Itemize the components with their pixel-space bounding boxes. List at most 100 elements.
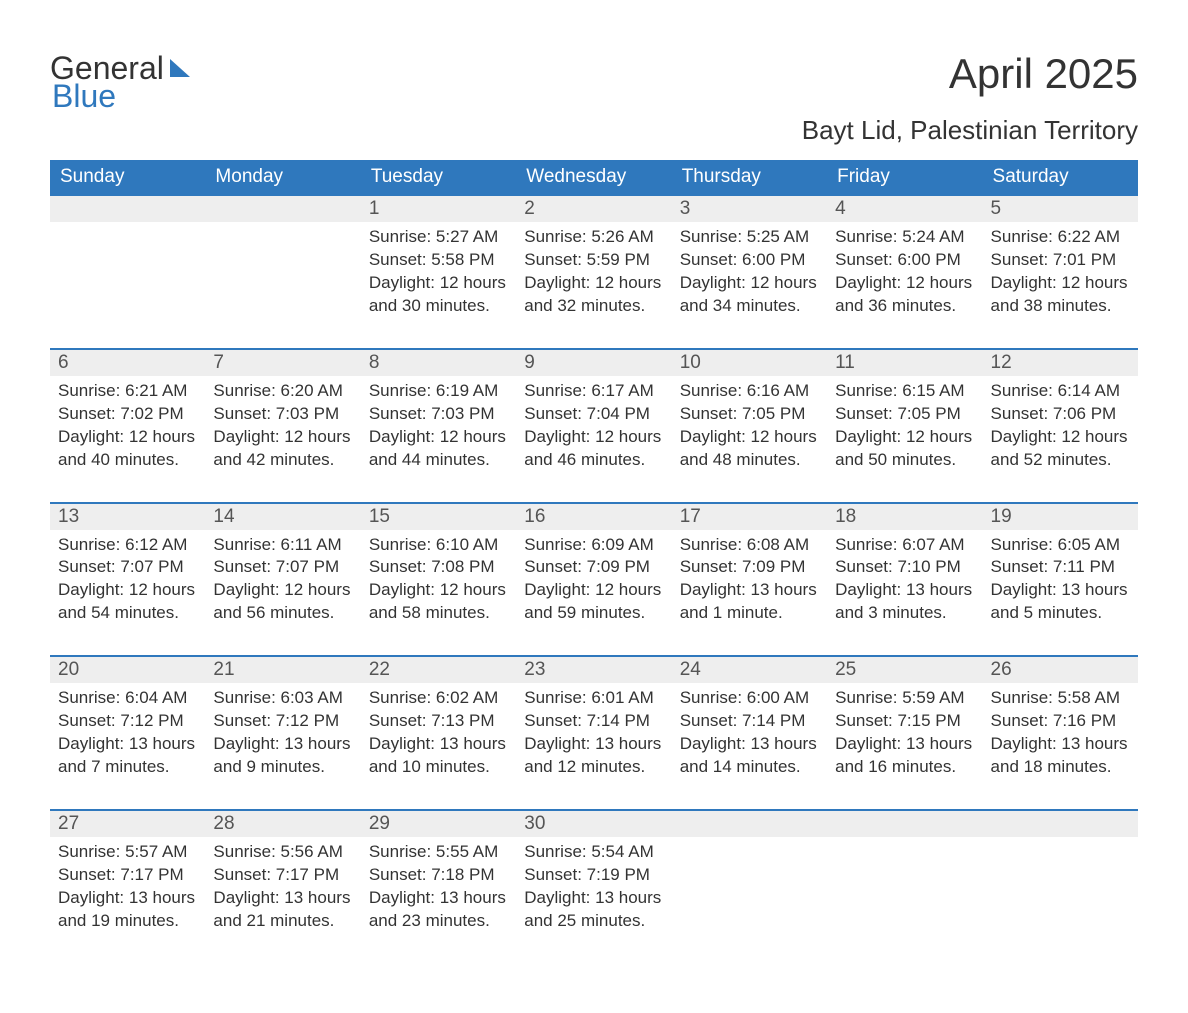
sunset-text: Sunset: 7:07 PM xyxy=(58,556,197,579)
sunrise-text: Sunrise: 6:04 AM xyxy=(58,687,197,710)
day-number-cell: 27 xyxy=(50,810,205,837)
sunrise-text: Sunrise: 5:57 AM xyxy=(58,841,197,864)
sunset-text: Sunset: 7:19 PM xyxy=(524,864,663,887)
day-content-cell xyxy=(50,222,205,349)
day-content-cell: Sunrise: 6:00 AMSunset: 7:14 PMDaylight:… xyxy=(672,683,827,810)
day-content-cell: Sunrise: 6:03 AMSunset: 7:12 PMDaylight:… xyxy=(205,683,360,810)
daylight-text: Daylight: 13 hours and 12 minutes. xyxy=(524,733,663,779)
day-content-cell: Sunrise: 5:27 AMSunset: 5:58 PMDaylight:… xyxy=(361,222,516,349)
daylight-text: Daylight: 13 hours and 19 minutes. xyxy=(58,887,197,933)
daynum-row: 20212223242526 xyxy=(50,656,1138,683)
day-content-cell: Sunrise: 6:20 AMSunset: 7:03 PMDaylight:… xyxy=(205,376,360,503)
daylight-text: Daylight: 12 hours and 42 minutes. xyxy=(213,426,352,472)
sunrise-text: Sunrise: 6:14 AM xyxy=(991,380,1130,403)
day-number-cell: 2 xyxy=(516,195,671,222)
sunset-text: Sunset: 7:06 PM xyxy=(991,403,1130,426)
calendar-body: 12345Sunrise: 5:27 AMSunset: 5:58 PMDayl… xyxy=(50,195,1138,963)
day-number-cell: 5 xyxy=(983,195,1138,222)
day-content-cell xyxy=(205,222,360,349)
day-number-cell: 26 xyxy=(983,656,1138,683)
daylight-text: Daylight: 13 hours and 9 minutes. xyxy=(213,733,352,779)
daylight-text: Daylight: 12 hours and 34 minutes. xyxy=(680,272,819,318)
sunrise-text: Sunrise: 6:20 AM xyxy=(213,380,352,403)
sunrise-text: Sunrise: 5:54 AM xyxy=(524,841,663,864)
day-number-cell: 4 xyxy=(827,195,982,222)
day-number-cell xyxy=(983,810,1138,837)
sunrise-text: Sunrise: 6:21 AM xyxy=(58,380,197,403)
sunrise-text: Sunrise: 6:07 AM xyxy=(835,534,974,557)
daylight-text: Daylight: 13 hours and 5 minutes. xyxy=(991,579,1130,625)
daylight-text: Daylight: 12 hours and 46 minutes. xyxy=(524,426,663,472)
day-content-cell: Sunrise: 6:08 AMSunset: 7:09 PMDaylight:… xyxy=(672,530,827,657)
day-content-cell: Sunrise: 6:19 AMSunset: 7:03 PMDaylight:… xyxy=(361,376,516,503)
day-content-cell: Sunrise: 6:07 AMSunset: 7:10 PMDaylight:… xyxy=(827,530,982,657)
daynum-row: 12345 xyxy=(50,195,1138,222)
day-content-cell: Sunrise: 5:26 AMSunset: 5:59 PMDaylight:… xyxy=(516,222,671,349)
sunrise-text: Sunrise: 6:22 AM xyxy=(991,226,1130,249)
day-number-cell: 20 xyxy=(50,656,205,683)
sunrise-text: Sunrise: 6:11 AM xyxy=(213,534,352,557)
sunrise-text: Sunrise: 5:24 AM xyxy=(835,226,974,249)
content-row: Sunrise: 5:57 AMSunset: 7:17 PMDaylight:… xyxy=(50,837,1138,963)
sunset-text: Sunset: 6:00 PM xyxy=(835,249,974,272)
sunrise-text: Sunrise: 6:10 AM xyxy=(369,534,508,557)
day-content-cell: Sunrise: 6:11 AMSunset: 7:07 PMDaylight:… xyxy=(205,530,360,657)
day-content-cell xyxy=(983,837,1138,963)
sunset-text: Sunset: 7:05 PM xyxy=(680,403,819,426)
daylight-text: Daylight: 12 hours and 56 minutes. xyxy=(213,579,352,625)
sunrise-text: Sunrise: 5:27 AM xyxy=(369,226,508,249)
sunrise-text: Sunrise: 6:01 AM xyxy=(524,687,663,710)
day-number-cell: 1 xyxy=(361,195,516,222)
sunset-text: Sunset: 7:11 PM xyxy=(991,556,1130,579)
day-number-cell: 6 xyxy=(50,349,205,376)
day-content-cell: Sunrise: 6:10 AMSunset: 7:08 PMDaylight:… xyxy=(361,530,516,657)
content-row: Sunrise: 6:04 AMSunset: 7:12 PMDaylight:… xyxy=(50,683,1138,810)
sunset-text: Sunset: 7:01 PM xyxy=(991,249,1130,272)
sunset-text: Sunset: 7:14 PM xyxy=(524,710,663,733)
content-row: Sunrise: 6:21 AMSunset: 7:02 PMDaylight:… xyxy=(50,376,1138,503)
day-number-cell: 29 xyxy=(361,810,516,837)
sunrise-text: Sunrise: 6:05 AM xyxy=(991,534,1130,557)
daylight-text: Daylight: 12 hours and 48 minutes. xyxy=(680,426,819,472)
sunset-text: Sunset: 6:00 PM xyxy=(680,249,819,272)
day-number-cell: 7 xyxy=(205,349,360,376)
day-content-cell: Sunrise: 6:09 AMSunset: 7:09 PMDaylight:… xyxy=(516,530,671,657)
daylight-text: Daylight: 12 hours and 40 minutes. xyxy=(58,426,197,472)
sunrise-text: Sunrise: 5:26 AM xyxy=(524,226,663,249)
content-row: Sunrise: 6:12 AMSunset: 7:07 PMDaylight:… xyxy=(50,530,1138,657)
day-content-cell xyxy=(672,837,827,963)
sunrise-text: Sunrise: 5:59 AM xyxy=(835,687,974,710)
weekday-header-row: Sunday Monday Tuesday Wednesday Thursday… xyxy=(50,160,1138,195)
sunset-text: Sunset: 7:15 PM xyxy=(835,710,974,733)
daylight-text: Daylight: 12 hours and 52 minutes. xyxy=(991,426,1130,472)
day-content-cell: Sunrise: 6:14 AMSunset: 7:06 PMDaylight:… xyxy=(983,376,1138,503)
weekday-header: Wednesday xyxy=(516,160,671,195)
daylight-text: Daylight: 13 hours and 16 minutes. xyxy=(835,733,974,779)
day-content-cell: Sunrise: 6:17 AMSunset: 7:04 PMDaylight:… xyxy=(516,376,671,503)
sunrise-text: Sunrise: 5:25 AM xyxy=(680,226,819,249)
sunset-text: Sunset: 7:09 PM xyxy=(680,556,819,579)
daylight-text: Daylight: 12 hours and 54 minutes. xyxy=(58,579,197,625)
daynum-row: 6789101112 xyxy=(50,349,1138,376)
daylight-text: Daylight: 13 hours and 1 minute. xyxy=(680,579,819,625)
sunset-text: Sunset: 5:58 PM xyxy=(369,249,508,272)
day-content-cell: Sunrise: 6:05 AMSunset: 7:11 PMDaylight:… xyxy=(983,530,1138,657)
weekday-header: Monday xyxy=(205,160,360,195)
sunset-text: Sunset: 7:12 PM xyxy=(213,710,352,733)
daynum-row: 13141516171819 xyxy=(50,503,1138,530)
sunrise-text: Sunrise: 6:15 AM xyxy=(835,380,974,403)
day-number-cell: 22 xyxy=(361,656,516,683)
sunrise-text: Sunrise: 6:08 AM xyxy=(680,534,819,557)
page-title: April 2025 xyxy=(949,50,1138,98)
sunrise-text: Sunrise: 6:12 AM xyxy=(58,534,197,557)
day-content-cell: Sunrise: 5:58 AMSunset: 7:16 PMDaylight:… xyxy=(983,683,1138,810)
daylight-text: Daylight: 13 hours and 10 minutes. xyxy=(369,733,508,779)
daylight-text: Daylight: 12 hours and 59 minutes. xyxy=(524,579,663,625)
day-number-cell xyxy=(672,810,827,837)
day-number-cell: 30 xyxy=(516,810,671,837)
sunrise-text: Sunrise: 6:02 AM xyxy=(369,687,508,710)
sunset-text: Sunset: 7:09 PM xyxy=(524,556,663,579)
day-number-cell: 28 xyxy=(205,810,360,837)
day-number-cell: 9 xyxy=(516,349,671,376)
day-content-cell: Sunrise: 5:59 AMSunset: 7:15 PMDaylight:… xyxy=(827,683,982,810)
